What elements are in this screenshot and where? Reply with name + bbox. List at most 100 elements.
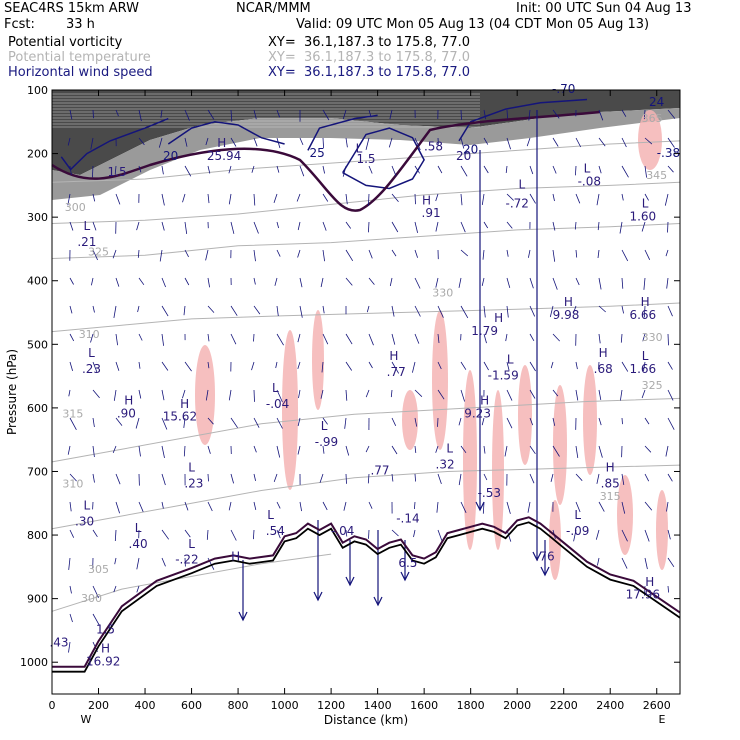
wind-vector: [113, 389, 117, 401]
hl-label: .90: [117, 406, 136, 420]
wind-vector: [573, 529, 577, 542]
wind-vector: [228, 501, 232, 511]
wind-vector: [460, 165, 468, 177]
hl-label: H: [480, 394, 489, 408]
wind-vector: [527, 501, 531, 513]
wind-vector: [319, 473, 324, 483]
wind-vector: [552, 193, 555, 202]
terrain-line: [52, 521, 681, 673]
y-tick-label: 400: [27, 275, 48, 288]
hl-label: 1.60: [629, 209, 656, 223]
wind-vector: [529, 277, 534, 289]
wind-vector: [182, 193, 186, 203]
x-end-label-west: W: [81, 713, 92, 726]
wind-vector: [92, 221, 97, 231]
hl-label: L: [356, 141, 363, 155]
wind-vector: [115, 417, 123, 426]
wind-vector: [460, 249, 469, 257]
wind-vector: [115, 333, 118, 346]
hl-label: L: [272, 381, 279, 395]
theta-label: 330: [432, 287, 453, 300]
wind-vector: [435, 445, 439, 453]
wind-vector: [388, 137, 393, 148]
wind-vector: [92, 445, 95, 458]
wind-vector: [299, 305, 303, 318]
wind-vector: [92, 249, 98, 261]
wind-vector: [183, 445, 186, 457]
wind-vector: [253, 249, 256, 262]
hl-label: 1.79: [471, 324, 498, 338]
wind-vector: [458, 417, 462, 426]
pink-shading: [195, 110, 668, 580]
wind-vector: [483, 221, 489, 229]
hl-label: H: [422, 193, 431, 207]
wind-vector: [436, 501, 439, 513]
theta-label: 315: [62, 407, 83, 420]
hl-label: .77: [370, 464, 389, 478]
wind-vector: [322, 137, 324, 149]
wind-vector: [253, 389, 255, 402]
wind-arrowhead: [373, 596, 383, 607]
wind-vector: [575, 389, 579, 401]
wind-vector: [368, 109, 372, 118]
wind-vector: [437, 165, 443, 174]
hl-label: -.22: [175, 553, 198, 567]
wind-vector: [483, 473, 488, 481]
wind-vector: [552, 445, 560, 457]
hl-label: H: [606, 461, 615, 475]
wind-vector: [621, 557, 628, 569]
wind-vector: [483, 109, 487, 120]
wind-vector: [274, 277, 278, 286]
wind-vector: [207, 305, 215, 313]
wind-vector: [253, 109, 257, 120]
wind-vector: [391, 193, 399, 203]
wind-vector: [206, 529, 209, 540]
wind-vector: [114, 529, 117, 542]
wind-vector: [667, 473, 673, 482]
wind-vector: [320, 389, 324, 399]
hl-label: L: [574, 508, 581, 522]
wind-vector: [667, 137, 675, 148]
wind-vector: [299, 277, 303, 288]
wind-vector: [69, 417, 77, 430]
wind-vector: [345, 249, 354, 262]
wind-vector: [437, 305, 444, 318]
wind-speed-contour: [60, 117, 169, 171]
hl-label: 9.98: [553, 308, 580, 322]
wind-vector: [69, 221, 74, 231]
wind-vector: [161, 501, 164, 509]
wind-vector: [184, 109, 190, 121]
wind-vector: [644, 445, 652, 453]
wind-vector: [575, 165, 577, 176]
hl-label: .43: [49, 635, 68, 649]
wind-vector: [322, 221, 327, 231]
wind-vector: [460, 389, 465, 402]
wind-vector: [184, 249, 189, 258]
wind-vector: [253, 137, 258, 147]
x-tick-label: 1200: [317, 699, 345, 712]
wind-vector: [506, 137, 511, 150]
hl-label: .58: [424, 139, 443, 153]
wind-vector: [483, 137, 489, 145]
wind-vector: [90, 333, 94, 343]
wind-vector: [230, 109, 233, 122]
wind-vector: [68, 641, 71, 653]
init-time: Init: 00 UTC Sun 04 Aug 13: [516, 1, 692, 16]
wind-vector: [621, 249, 629, 262]
wind-vector: [161, 277, 166, 288]
wind-vector: [161, 445, 165, 458]
x-tick-label: 400: [135, 699, 156, 712]
wind-vector: [598, 501, 605, 512]
wind-vector: [230, 473, 234, 484]
wind-vector: [526, 137, 531, 147]
wind-vector: [158, 137, 163, 148]
wind-vector: [529, 193, 536, 204]
wind-vector: [345, 221, 352, 229]
wind-vector: [253, 473, 256, 481]
wind-vector: [138, 165, 142, 173]
wind-vector: [138, 333, 143, 341]
wind-vector: [619, 221, 623, 234]
wind-vector: [666, 277, 669, 289]
hl-label: -1.59: [488, 368, 519, 382]
hl-label: H: [645, 575, 654, 589]
